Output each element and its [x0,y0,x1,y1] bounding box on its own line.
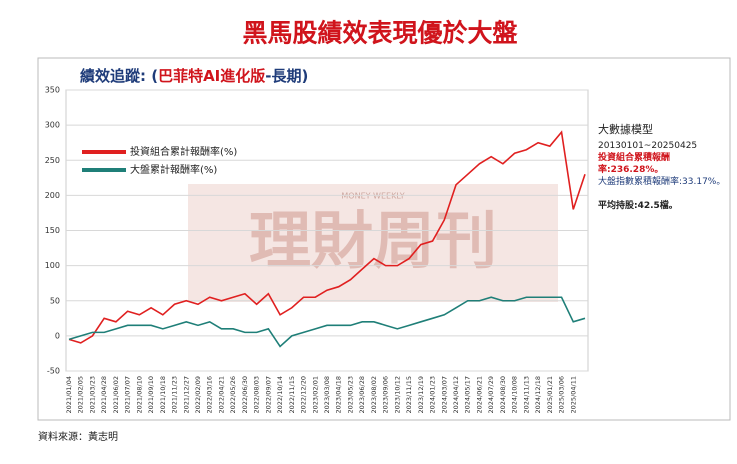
x-tick-label: 2022/10/14 [276,376,284,413]
x-tick-label: 2021/02/05 [77,376,85,413]
y-tick-label: 350 [45,86,60,95]
y-tick-label: 100 [45,261,60,270]
x-tick-label: 2024/12/18 [534,376,542,413]
watermark: 理財周刊 [249,204,497,277]
chart-title: 績效追蹤: (巴菲特AI進化版-長期) [80,67,308,85]
x-tick-label: 2025/03/06 [558,376,566,413]
watermark-box [188,184,558,302]
x-tick-label: 2023/02/01 [311,376,319,413]
watermark-sub: MONEY WEEKLY [341,192,404,201]
y-tick-label: 0 [55,331,60,340]
title-part: 績效追蹤: ( [80,67,158,85]
title-part: -長期) [265,67,308,85]
x-tick-label: 2024/03/07 [440,376,448,413]
x-tick-label: 2023/06/28 [358,376,366,413]
x-tick-label: 2021/10/18 [159,376,167,413]
x-tick-label: 2024/05/17 [464,376,472,413]
y-tick-label: 150 [45,226,60,235]
x-tick-label: 2023/11/15 [405,376,413,413]
source: 資料來源：黃志明 [38,432,118,443]
y-tick-label: 250 [45,156,60,165]
x-tick-label: 2022/09/07 [264,376,272,413]
x-tick-label: 2022/06/30 [241,376,249,413]
x-tick-label: 2023/04/18 [335,376,343,413]
x-tick-label: 2022/12/20 [300,376,308,413]
side-heading: 大數據模型 [598,123,653,136]
title-part: 巴菲特AI進化版 [158,67,265,85]
x-tick-label: 2021/03/23 [88,376,96,413]
series-line [68,130,586,344]
x-tick-label: 2022/05/26 [229,376,237,413]
side-portfolio: 投資組合累積報酬率:236.28%。 [598,153,671,175]
x-tick-label: 2023/03/08 [323,376,331,413]
x-tick-label: 2021/04/28 [100,376,108,413]
y-tick-label: 300 [45,121,60,130]
page-title: 黑馬股績效表現優於大盤 [242,19,518,48]
y-tick-label: 50 [50,296,60,305]
side-period: 20130101~20250425 [598,141,698,151]
x-tick-label: 2022/04/21 [217,376,225,413]
x-tick-label: 2023/05/23 [346,376,354,413]
x-tick-label: 2025/04/11 [569,376,577,413]
x-tick-label: 2021/01/04 [65,376,73,413]
x-tick-label: 2023/08/02 [370,376,378,413]
x-tick-label: 2023/12/19 [417,376,425,413]
x-tick-label: 2021/12/27 [182,376,190,413]
x-tick-label: 2021/09/10 [147,376,155,413]
x-tick-label: 2024/11/13 [522,376,530,413]
x-tick-label: 2024/10/08 [511,376,519,413]
x-tick-label: 2022/02/09 [194,376,202,413]
x-tick-label: 2025/01/21 [546,376,554,413]
x-tick-label: 2024/08/30 [499,376,507,413]
x-tick-label: 2022/08/03 [253,376,261,413]
panel [37,57,731,421]
legend-label: 投資組合累計報酬率(%) [130,145,237,158]
x-tick-label: 2023/09/06 [382,376,390,413]
x-tick-label: 2021/08/10 [135,376,143,413]
series-line [68,296,586,348]
x-tick-label: 2024/01/23 [429,376,437,413]
x-tick-label: 2024/06/21 [475,376,483,413]
x-tick-label: 2022/11/15 [288,376,296,413]
x-tick-label: 2021/11/23 [171,376,179,413]
x-tick-label: 2024/04/12 [452,376,460,413]
side-holding: 平均持股:42.5檔。 [598,201,678,211]
legend-label: 大盤累計報酬率(%) [130,163,217,176]
side-market: 大盤指數累積報酬率:33.17%。 [598,177,726,187]
x-tick-label: 2024/07/29 [487,376,495,413]
y-tick-label: -50 [47,367,60,376]
x-tick-label: 2021/06/02 [112,376,120,413]
x-tick-label: 2022/03/16 [206,376,214,413]
x-tick-label: 2021/07/07 [124,376,132,413]
x-tick-label: 2023/10/12 [393,376,401,413]
y-tick-label: 200 [45,191,60,200]
